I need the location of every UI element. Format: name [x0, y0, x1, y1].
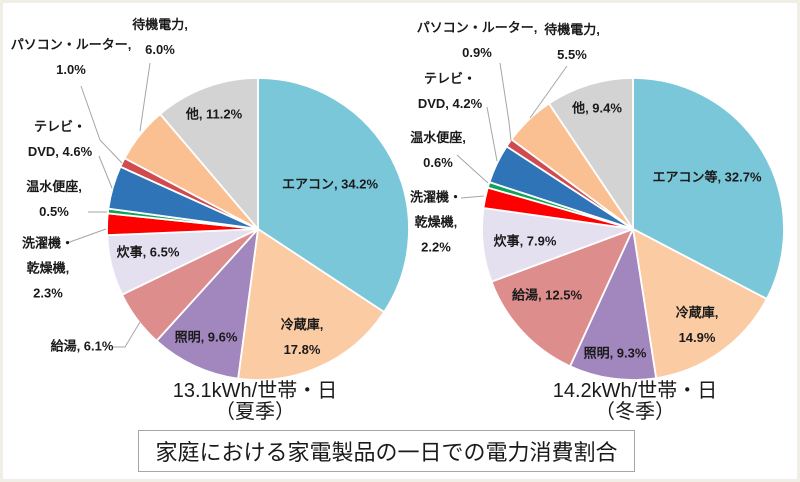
caption-winter-value: 14.2kWh/世帯・日: [552, 380, 718, 402]
pie-slice-他: [548, 77, 634, 230]
pie-label-winter: 冷蔵庫, 14.9%: [675, 305, 719, 345]
pie-label-summer: 温水便座, 0.5%: [26, 179, 82, 219]
leader-line: [112, 321, 141, 348]
pie-label-summer: 給湯, 6.1%: [50, 338, 114, 354]
pie-label-winter: エアコン等, 32.7%: [652, 169, 762, 185]
caption-summer-season: （夏季）: [214, 401, 295, 423]
figure-title-box: 家庭における家電製品の一日での電力消費割合: [138, 430, 635, 472]
pie-label-summer: テレビ・ DVD, 4.6%: [27, 119, 93, 159]
caption-winter: 14.2kWh/世帯・日 （冬季）: [553, 381, 717, 423]
pie-slice-冷蔵庫: [632, 228, 768, 380]
pie-label-winter: 炊事, 7.9%: [493, 233, 557, 249]
pie-label-summer: 他, 11.2%: [185, 106, 243, 122]
leader-line: [98, 155, 113, 189]
leader-line: [499, 62, 512, 142]
pie-label-winter: 照明, 9.3%: [583, 345, 647, 361]
pie-label-summer: パソコン・ルーター, 1.0%: [10, 37, 132, 77]
pie-label-summer: 待機電力, 6.0%: [132, 17, 188, 57]
pie-label-winter: テレビ・ DVD, 4.2%: [417, 71, 483, 111]
caption-summer: 13.1kWh/世帯・日 （夏季）: [173, 381, 337, 423]
pie-label-winter: 他, 9.4%: [572, 100, 622, 116]
pie-label-winter: 給湯, 12.5%: [511, 287, 583, 303]
figure-title-text: 家庭における家電製品の一日での電力消費割合: [155, 440, 618, 465]
pie-slice-照明: [155, 228, 259, 380]
caption-winter-season: （冬季）: [594, 401, 675, 423]
pie-label-summer: 照明, 9.6%: [174, 329, 238, 345]
pie-slice-照明: [569, 228, 658, 381]
pie-slice-冷蔵庫: [237, 228, 386, 381]
leader-line: [529, 65, 568, 119]
caption-summer-value: 13.1kWh/世帯・日: [172, 380, 338, 402]
leader-line: [460, 195, 485, 199]
pie-label-summer: 炊事, 6.5%: [116, 244, 180, 260]
pie-label-winter: パソコン・ルーター, 0.9%: [416, 20, 538, 60]
pie-label-winter: 洗濯機・ 乾燥機, 2.2%: [409, 189, 463, 255]
pie-label-winter: 温水便座, 0.6%: [410, 130, 466, 170]
leader-line: [456, 154, 489, 184]
leader-line: [486, 106, 498, 162]
pie-slice-エアコン等: [632, 77, 785, 300]
leader-line: [80, 85, 123, 164]
pie-label-summer: 冷蔵庫, 17.8%: [280, 317, 324, 357]
pie-slice-給湯: [490, 228, 634, 368]
pie-slice-他: [159, 77, 259, 230]
leader-line: [139, 62, 151, 132]
leader-line: [66, 228, 107, 244]
pie-label-summer: エアコン, 34.2%: [281, 176, 379, 192]
pie-label-winter: 待機電力, 5.5%: [544, 22, 600, 62]
pie-label-summer: 洗濯機・ 乾燥機, 2.3%: [21, 235, 75, 301]
